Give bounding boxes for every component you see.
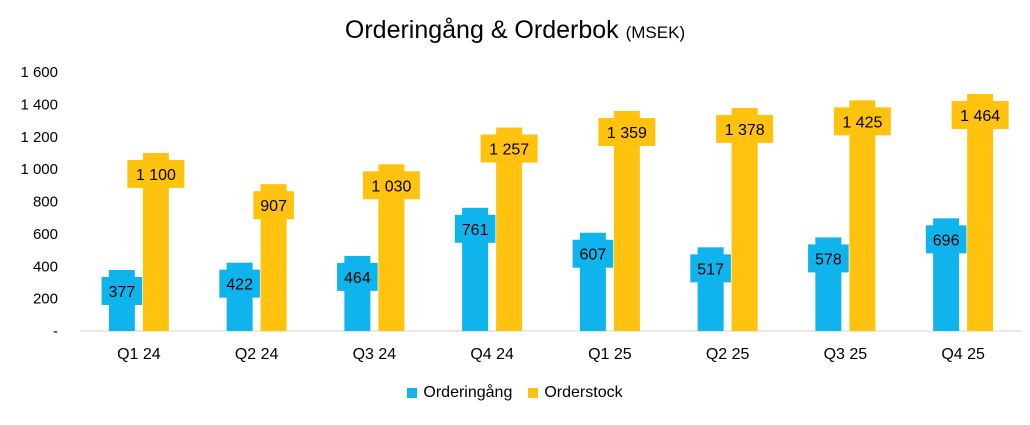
data-label-box-orderingang <box>219 269 260 298</box>
data-label-box-orderstock <box>253 191 294 220</box>
bar-orderstock <box>731 107 758 331</box>
chart-title-unit: (MSEK) <box>625 23 686 42</box>
data-label-box-orderingang <box>808 244 849 273</box>
x-tick-label: Q2 25 <box>706 346 750 363</box>
data-label-box-orderstock <box>480 134 538 163</box>
data-label-box-orderstock <box>716 114 774 143</box>
data-label-box-orderstock <box>127 159 185 188</box>
y-tick-label: 200 <box>33 291 58 308</box>
data-label-box-orderingang <box>454 214 496 243</box>
data-label-orderstock: 1 378 <box>725 122 765 139</box>
data-label-box-orderstock <box>362 171 420 200</box>
data-label-orderstock: 1 359 <box>607 125 647 142</box>
bar-orderstock <box>967 94 994 331</box>
data-label-orderstock: 1 030 <box>371 178 411 195</box>
x-tick-label: Q3 25 <box>824 346 868 363</box>
data-label-orderstock: 1 464 <box>960 108 1000 125</box>
data-label-orderingang: 607 <box>580 247 607 264</box>
x-tick-label: Q1 24 <box>117 346 161 363</box>
data-label-orderstock: 907 <box>260 198 287 215</box>
data-label-orderingang: 377 <box>109 284 136 301</box>
bar-orderstock <box>613 111 640 331</box>
legend: Orderingång Orderstock <box>0 384 1030 402</box>
x-tick-label: Q3 24 <box>353 346 397 363</box>
data-label-orderingang: 517 <box>697 261 724 278</box>
legend-label-orderstock: Orderstock <box>544 384 623 401</box>
data-label-orderstock: 1 100 <box>136 167 176 184</box>
y-tick-label: 400 <box>33 258 58 275</box>
data-label-orderstock: 1 257 <box>489 142 529 159</box>
data-label-orderingang: 578 <box>815 251 842 268</box>
data-label-box-orderingang <box>337 262 378 291</box>
y-tick-label: 600 <box>33 226 58 243</box>
data-label-box-orderstock <box>598 118 656 147</box>
legend-item-orderingang: Orderingång <box>407 384 512 402</box>
bar-chart: - 200 400 600 800 1 000 1 200 1 400 1 600 377 1 10… <box>20 64 1022 363</box>
data-label-box-orderstock <box>951 101 1009 130</box>
y-tick-label: - <box>53 323 58 340</box>
legend-swatch-orderstock <box>528 388 539 398</box>
chart-title: Orderingång & Orderbok (MSEK) <box>0 16 1030 45</box>
data-label-orderingang: 761 <box>462 222 489 239</box>
y-tick-label: 800 <box>33 194 58 211</box>
bar-orderstock <box>849 100 876 331</box>
y-tick-label: 1 200 <box>20 129 58 146</box>
legend-label-orderingang: Orderingång <box>423 384 513 401</box>
data-label-box-orderingang <box>572 239 614 268</box>
y-tick-label: 1 600 <box>20 64 58 81</box>
data-label-box-orderingang <box>101 276 143 305</box>
x-tick-label: Q1 25 <box>588 346 632 363</box>
y-tick-label: 1 000 <box>20 161 58 178</box>
x-tick-label: Q4 24 <box>470 346 514 363</box>
data-label-orderstock: 1 425 <box>842 114 882 131</box>
data-label-box-orderingang <box>925 225 967 254</box>
data-label-orderingang: 696 <box>933 232 960 249</box>
x-tick-label: Q4 25 <box>941 346 985 363</box>
data-label-orderingang: 464 <box>344 270 371 287</box>
y-tick-label: 1 400 <box>20 96 58 113</box>
data-label-box-orderstock <box>833 107 891 136</box>
x-tick-label: Q2 24 <box>235 346 279 363</box>
chart-title-text: Orderingång & Orderbok <box>344 16 619 44</box>
legend-swatch-orderingang <box>407 388 418 398</box>
legend-item-orderstock: Orderstock <box>528 384 623 402</box>
data-label-box-orderingang <box>690 254 731 283</box>
data-label-orderingang: 422 <box>226 277 253 294</box>
